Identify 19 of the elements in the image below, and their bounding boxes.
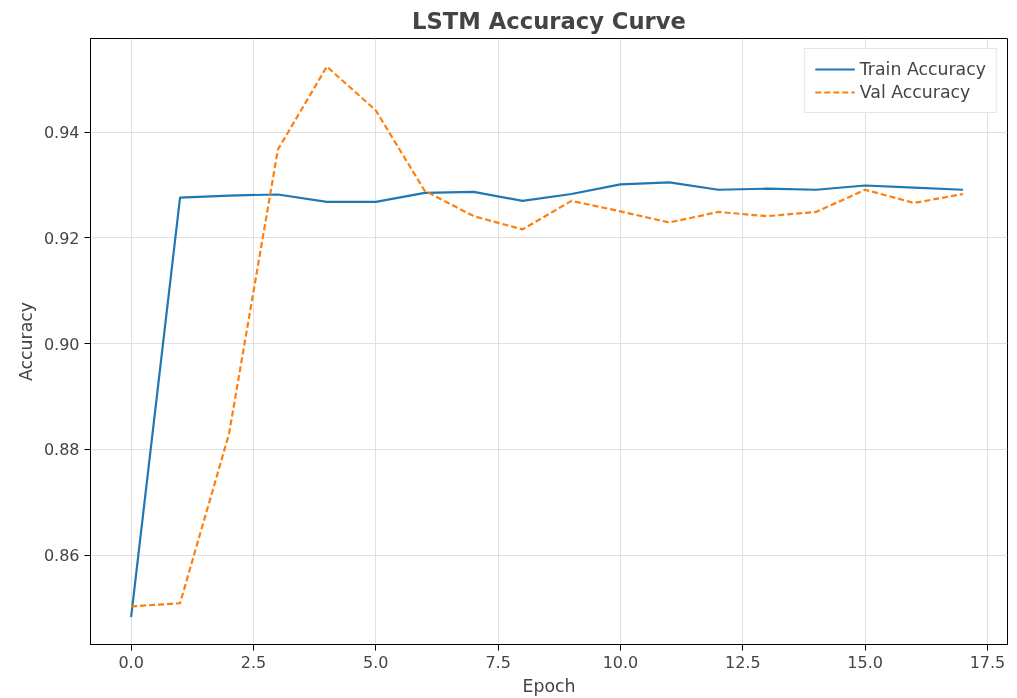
x-tick-label: 0.0	[118, 652, 144, 672]
y-tick-label: 0.94	[43, 123, 80, 143]
x-tick-label: 5.0	[363, 652, 389, 672]
y-tick-label: 0.86	[43, 546, 80, 566]
x-tick-label: 15.0	[847, 652, 883, 672]
chart-title: LSTM Accuracy Curve	[412, 7, 686, 34]
line-series	[130, 181, 965, 619]
legend-label: Val Accuracy	[859, 82, 971, 102]
x-axis-title: Epoch	[522, 675, 576, 696]
x-tick-label: 12.5	[724, 652, 761, 672]
y-tick-label: 0.90	[43, 334, 80, 354]
y-axis-title: Accuracy	[15, 301, 36, 382]
y-tick-label: 0.88	[43, 440, 80, 460]
legend-label: Train Accuracy	[859, 59, 986, 79]
y-tick-label: 0.92	[43, 228, 80, 248]
x-tick-label: 2.5	[240, 652, 267, 672]
x-tick-label: 7.5	[485, 652, 511, 672]
x-tick-label: 17.5	[969, 652, 1006, 672]
x-tick-label: 10.0	[602, 652, 639, 672]
